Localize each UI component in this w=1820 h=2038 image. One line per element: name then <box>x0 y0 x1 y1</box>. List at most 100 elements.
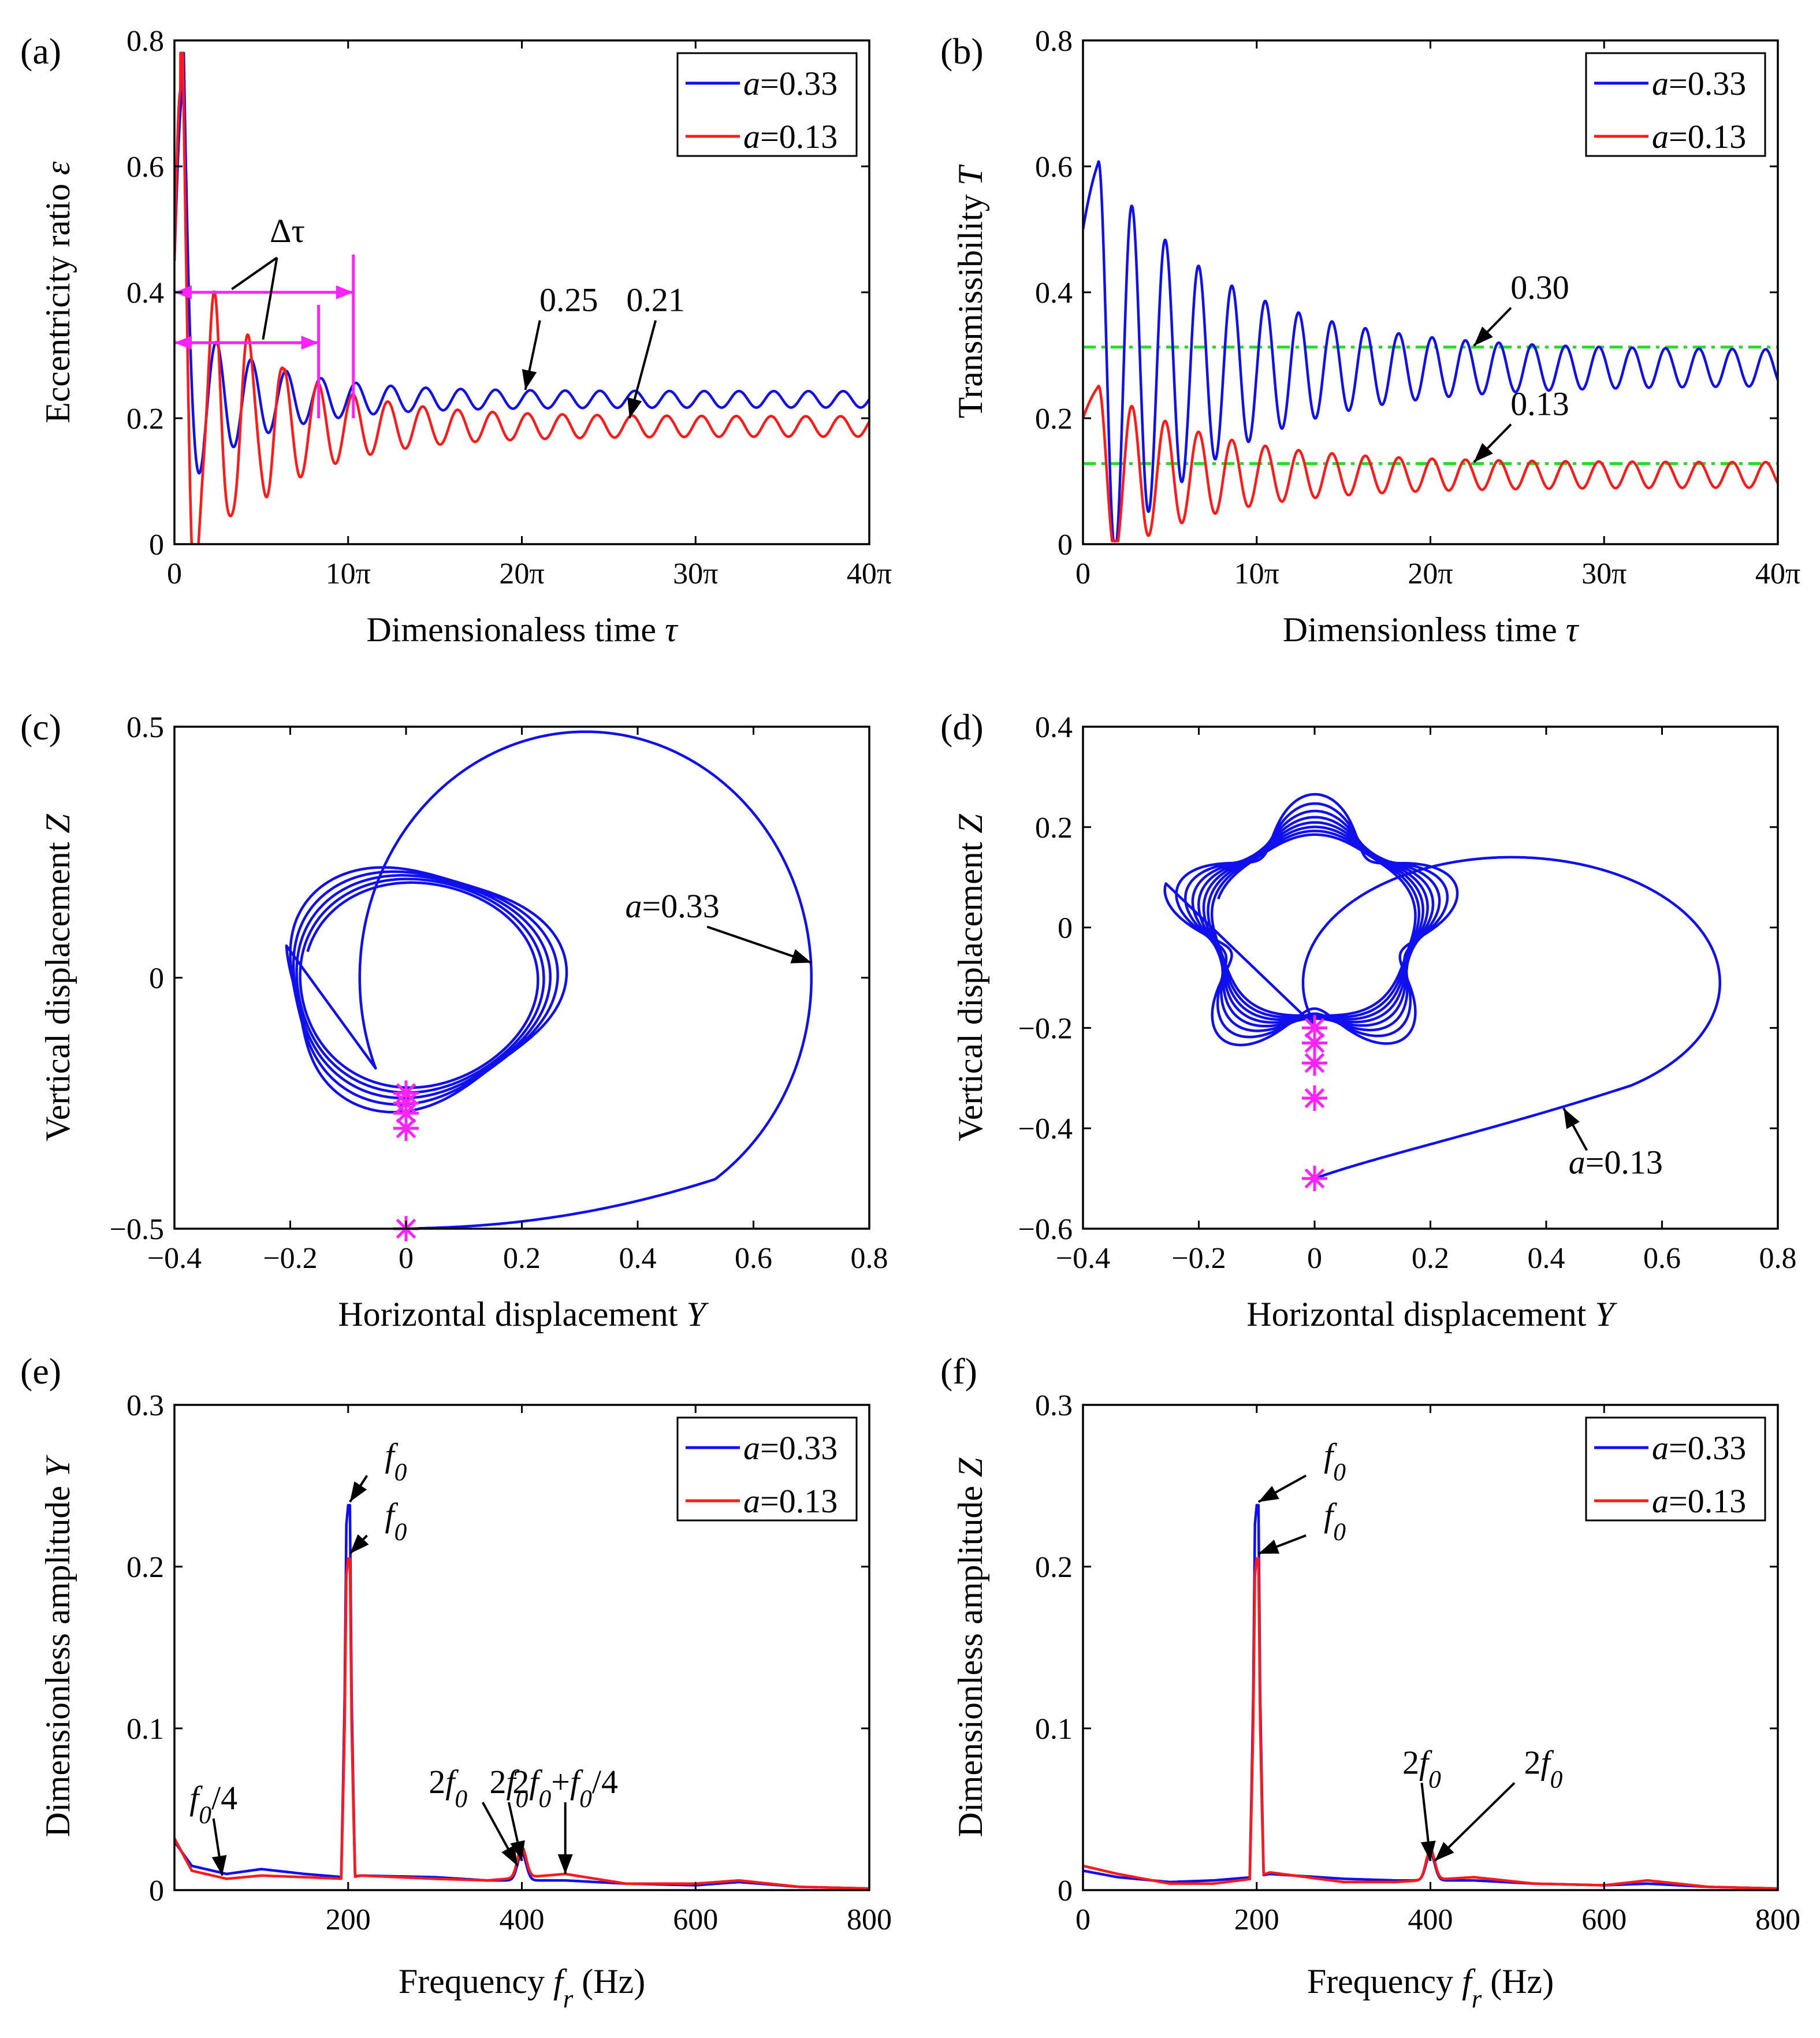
annotation-1: 0.13 <box>1473 385 1569 463</box>
x-tick-label: 0.8 <box>1759 1242 1797 1275</box>
annotation-label: a=0.33 <box>626 887 720 925</box>
series-line-a=0.33 <box>285 730 813 1229</box>
annotation-arrow-head <box>501 1844 518 1866</box>
x-axis-label: Dimensionaless time τ <box>366 611 679 649</box>
interval-arrow-left <box>174 336 192 350</box>
y-axis-label: Transmissibility T <box>951 164 989 418</box>
legend-label: a=0.13 <box>1652 118 1746 155</box>
x-axis-label: Horizontal displacement Y <box>338 1295 709 1333</box>
legend-label: a=0.13 <box>743 1482 838 1520</box>
marker-1 <box>1302 1085 1327 1111</box>
y-tick-label: 0 <box>1058 1875 1073 1907</box>
y-tick-label: 0.4 <box>1035 277 1073 310</box>
legend-box <box>676 1416 858 1522</box>
y-tick-label: 0.5 <box>126 711 164 744</box>
annotation-label: f0 <box>1324 1436 1346 1486</box>
x-tick-label: 0 <box>1075 557 1090 590</box>
legend-label: a=0.33 <box>743 1429 838 1467</box>
x-tick-label: 400 <box>1408 1903 1453 1936</box>
panel-f: (f) 0 200 400 600 800 0 0.1 0.2 0.3 Frequency fr (… <box>940 1351 1800 2013</box>
y-tick-label: 0.6 <box>1035 151 1073 184</box>
annotation-arrow-head <box>211 1855 227 1876</box>
legend-box <box>1585 52 1766 157</box>
legend-label: a=0.33 <box>743 65 838 102</box>
marker-4 <box>1302 1015 1327 1041</box>
y-axis-label: Dimensionless amplitude Z <box>951 1457 989 1837</box>
series-line-a=0.13 <box>174 1557 869 1890</box>
x-tick-label: 30π <box>1581 557 1627 590</box>
y-tick-label: 0.2 <box>1035 812 1073 845</box>
legend: a=0.33 a=0.13 <box>1585 1416 1766 1522</box>
series-line-a=0.13 <box>1083 1557 1778 1890</box>
annotation-label: f0 <box>1324 1496 1346 1546</box>
panel-label: (d) <box>940 706 984 747</box>
annotation-arrow-head <box>627 397 642 418</box>
annotation-0: Δτ <box>270 212 305 250</box>
y-tick-label: 0.4 <box>1035 711 1073 744</box>
annotation-0: f0 <box>1257 1436 1346 1503</box>
y-tick-label: 0.2 <box>1035 1551 1073 1584</box>
x-axis-label: Horizontal displacement Y <box>1246 1295 1617 1333</box>
panel-a: (a) 0 10π 20π 30π 40π 0 0.2 0.4 0.6 0.8 Dimensional… <box>20 25 892 649</box>
series-line-a=0.33 <box>1083 160 1778 542</box>
y-tick-label: −0.6 <box>1018 1213 1073 1246</box>
y-tick-label: 0 <box>149 962 164 995</box>
annotation-1: f0 <box>349 1496 407 1554</box>
legend: a=0.33 a=0.13 <box>676 1416 858 1522</box>
bracket-line <box>262 257 278 340</box>
panel-label: (c) <box>20 706 61 747</box>
legend-label: a=0.33 <box>1652 65 1746 102</box>
y-tick-label: 0.2 <box>1035 403 1073 436</box>
panel-b: (b) 0 10π 20π 30π 40π 0 0.2 0.4 0.6 0.8 Dimensionle… <box>940 25 1800 649</box>
legend-box <box>676 52 858 157</box>
annotation-0: f0 <box>349 1436 407 1503</box>
y-tick-label: −0.4 <box>1018 1113 1073 1146</box>
annotation-arrow-head <box>1258 1539 1280 1554</box>
annotation-4: 2f0 <box>490 1763 528 1862</box>
panel-c: (c) −0.4 −0.2 0 0.2 0.4 0.6 0.8 −0.5 0 0.5 Horizont… <box>20 706 888 1333</box>
panel-label: (f) <box>940 1351 977 1392</box>
x-tick-label: 20π <box>1408 557 1453 590</box>
marker-0-stroke <box>1304 1168 1325 1189</box>
legend: a=0.33 a=0.13 <box>1585 52 1766 157</box>
x-tick-label: −0.2 <box>263 1242 317 1275</box>
annotation-5: 2f0+f0/4 <box>512 1763 618 1874</box>
x-tick-label: 600 <box>1581 1903 1627 1936</box>
x-tick-label: 0.8 <box>851 1242 888 1275</box>
annotation-0: 0.30 <box>1473 269 1569 347</box>
annotation-arrow-head <box>349 1481 367 1502</box>
y-tick-label: 0.2 <box>126 1551 164 1584</box>
x-tick-label: 10π <box>326 557 371 590</box>
annotation-arrow-head <box>790 949 812 964</box>
x-tick-label: 0.6 <box>735 1242 772 1275</box>
series-group <box>174 1504 869 1890</box>
annotation-label: 0.13 <box>1510 385 1569 423</box>
series-group <box>1083 1504 1778 1890</box>
annotation-label: 2f0 <box>1402 1743 1441 1793</box>
annotation-arrow-head <box>522 369 537 390</box>
x-tick-label: −0.4 <box>147 1242 202 1275</box>
x-tick-label: 20π <box>499 557 544 590</box>
x-tick-label: 0.4 <box>619 1242 657 1275</box>
x-tick-label: 800 <box>1755 1903 1800 1936</box>
x-tick-label: 0 <box>399 1242 414 1275</box>
delta-tau-bracket <box>231 256 278 340</box>
series-line-a=0.13 <box>1163 793 1721 1180</box>
panel-label: (b) <box>940 31 984 72</box>
x-tick-label: 800 <box>847 1903 892 1936</box>
series-group <box>285 730 813 1229</box>
series-line-a=0.33 <box>174 1504 869 1890</box>
interval-0 <box>174 254 355 418</box>
annotation-0: a=0.33 <box>626 887 812 964</box>
legend-box <box>1585 1416 1766 1522</box>
marker-2-stroke <box>1304 1053 1325 1073</box>
annotation-label: 0.30 <box>1510 269 1569 306</box>
y-tick-label: 0.1 <box>1035 1713 1073 1746</box>
annotation-arrow-head <box>1420 1840 1436 1861</box>
annotation-label: Δτ <box>270 212 305 250</box>
panel-label: (a) <box>20 31 61 72</box>
annotation-label: 0.25 <box>539 281 598 319</box>
x-tick-label: 200 <box>1234 1903 1279 1936</box>
panel-d: (d)−0.4 −0.2 0 0.2 0.4 0.6 0.8−0.6−0.4−0.200.2… <box>940 706 1797 1333</box>
